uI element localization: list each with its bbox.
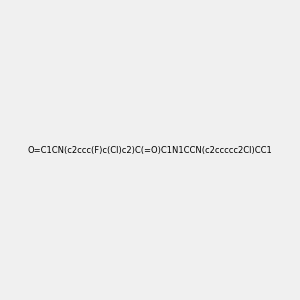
Text: O=C1CN(c2ccc(F)c(Cl)c2)C(=O)C1N1CCN(c2ccccc2Cl)CC1: O=C1CN(c2ccc(F)c(Cl)c2)C(=O)C1N1CCN(c2cc… bbox=[28, 146, 272, 154]
